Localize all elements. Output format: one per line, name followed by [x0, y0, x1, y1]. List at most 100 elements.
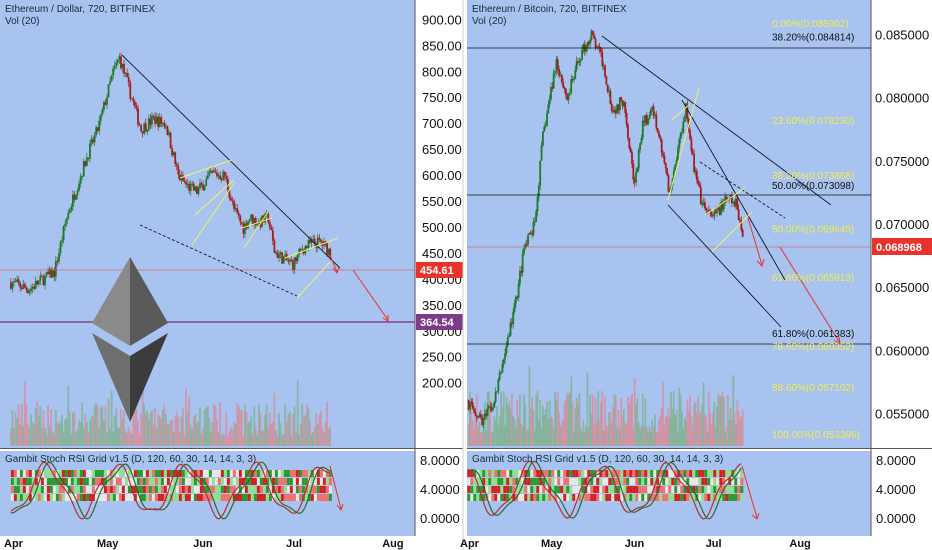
volume-bar: [259, 412, 262, 446]
volume-bar: [632, 427, 635, 446]
stoch-grid-cell: [611, 478, 615, 485]
stoch-grid-cell: [692, 494, 696, 501]
candle-body: [655, 114, 658, 129]
stoch-grid-cell: [602, 486, 606, 493]
volume-bar: [217, 432, 220, 446]
candle-body: [533, 221, 536, 223]
stoch-line: [467, 460, 742, 520]
right-last-price-value: 0.068968: [876, 242, 922, 254]
stoch-grid-cell: [701, 486, 705, 493]
indicator-tick-label: 4.0000: [420, 482, 460, 497]
stoch-grid-cell: [503, 486, 507, 493]
stoch-grid-cell: [650, 494, 654, 501]
candle-body: [236, 208, 239, 213]
volume-bar: [492, 431, 494, 446]
candle-body: [482, 418, 485, 425]
stoch-grid-cell: [88, 478, 92, 485]
stoch-grid-cell: [181, 486, 185, 493]
stoch-grid-cell: [608, 478, 612, 485]
candle-body: [209, 171, 212, 173]
stoch-grid-cell: [184, 486, 188, 493]
stoch-grid-cell: [325, 478, 329, 485]
stoch-grid-cell: [587, 470, 591, 477]
candle-body: [683, 118, 686, 122]
volume-bar: [687, 410, 690, 446]
stoch-grid-cell: [244, 494, 248, 501]
stoch-grid-cell: [698, 478, 702, 485]
volume-bar: [482, 413, 485, 446]
right-price-axis[interactable]: [871, 0, 932, 536]
right-volume-label: Vol (20): [472, 16, 506, 27]
stoch-grid-cell: [16, 486, 20, 493]
stoch-grid-cell: [545, 494, 549, 501]
candle-body: [253, 218, 256, 224]
stoch-grid-cell: [133, 486, 137, 493]
candle-body: [695, 170, 698, 180]
stoch-grid-cell: [184, 470, 188, 477]
candle-body: [278, 254, 280, 258]
left-indicator-label: Gambit Stoch RSI Grid v1.5 (D, 120, 60, …: [5, 454, 256, 465]
candle-body: [186, 183, 189, 185]
stoch-grid-cell: [656, 478, 660, 485]
stoch-grid-cell: [713, 486, 717, 493]
volume-bar: [36, 401, 39, 446]
stoch-grid-cell: [274, 470, 278, 477]
candle-body: [42, 276, 45, 286]
right-time-axis[interactable]: [467, 536, 932, 550]
stoch-grid-cell: [142, 486, 146, 493]
stoch-grid-cell: [52, 486, 56, 493]
volume-bar: [683, 417, 686, 446]
stoch-grid-cell: [196, 494, 200, 501]
stoch-grid-cell: [533, 478, 537, 485]
candle-body: [539, 160, 542, 186]
volume-bar: [529, 408, 532, 446]
stoch-grid-cell: [241, 486, 245, 493]
candle-body: [250, 214, 253, 219]
stoch-grid-cell: [145, 486, 149, 493]
volume-bar: [82, 428, 85, 446]
stoch-grid-cell: [497, 486, 501, 493]
left-indicator-pane[interactable]: [0, 451, 415, 536]
stoch-grid-cell: [695, 470, 699, 477]
left-price-pane[interactable]: [0, 0, 415, 448]
volume-bar: [667, 408, 670, 446]
stoch-grid-cell: [524, 486, 528, 493]
stoch-grid-cell: [181, 494, 185, 501]
stoch-grid-cell: [662, 494, 666, 501]
candle-body: [116, 59, 119, 63]
volume-bar: [90, 416, 93, 446]
stoch-grid-cell: [283, 470, 287, 477]
volume-bar: [267, 426, 270, 446]
stoch-grid-cell: [554, 470, 558, 477]
volume-bar: [521, 427, 524, 446]
candle-body: [233, 201, 235, 210]
stoch-grid-cell: [635, 494, 639, 501]
left-trend-drawings: [121, 54, 341, 297]
stoch-grid-cell: [322, 494, 326, 501]
stoch-grid-cell: [593, 486, 597, 493]
volume-bar: [718, 396, 721, 446]
candle-body: [493, 401, 496, 408]
stoch-grid-cell: [563, 470, 567, 477]
stoch-grid-cell: [560, 478, 564, 485]
candle-body: [177, 166, 180, 175]
stoch-grid-cell: [527, 494, 531, 501]
stoch-grid-cell: [674, 486, 678, 493]
candle-body: [517, 283, 520, 298]
stoch-grid-cell: [13, 470, 17, 477]
stoch-grid-cell: [668, 494, 672, 501]
stoch-grid-cell: [695, 478, 699, 485]
stoch-grid-cell: [494, 470, 498, 477]
candle-body: [107, 84, 110, 98]
stoch-grid-cell: [223, 478, 227, 485]
candle-body: [129, 82, 132, 99]
stoch-grid-cell: [689, 486, 693, 493]
left-time-axis[interactable]: [0, 536, 463, 550]
stoch-grid-cell: [46, 478, 50, 485]
stoch-grid-cell: [707, 470, 711, 477]
candle-body: [203, 185, 206, 191]
volume-bar: [640, 425, 643, 446]
candle-body: [112, 68, 115, 76]
right-indicator-label: Gambit Stoch RSI Grid v1.5 (D, 120, 60, …: [472, 454, 723, 465]
candle-body: [733, 201, 736, 207]
